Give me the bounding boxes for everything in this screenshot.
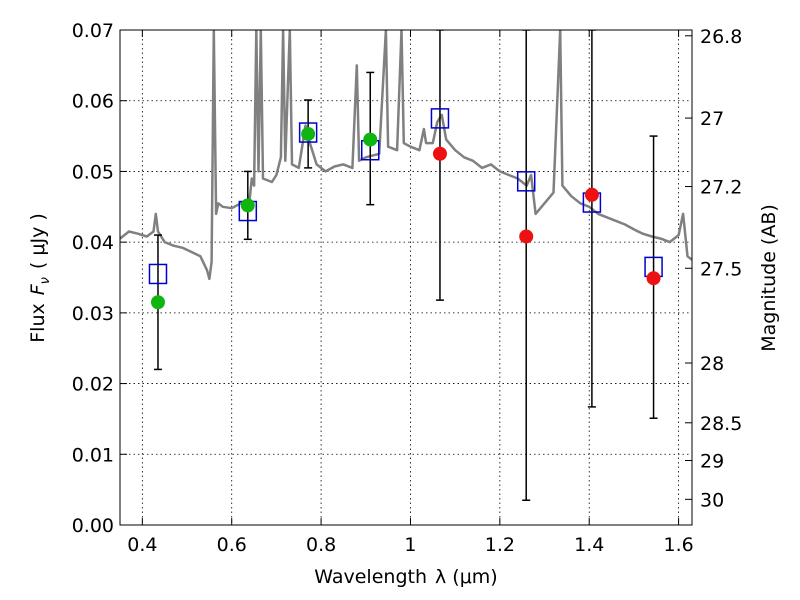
sed-model-curve: [120, 30, 692, 281]
y2-tick-label: 26.8: [700, 26, 742, 48]
y-axis-title: Flux Fν ( μJy ): [27, 213, 53, 343]
y2-tick-label: 27: [700, 108, 724, 130]
y2-tick-label: 27.2: [700, 177, 742, 199]
observed-point-green: [150, 295, 165, 310]
observed-point-green: [240, 198, 255, 213]
x-tick-label: 1: [404, 534, 416, 556]
observed-point-red: [519, 229, 534, 244]
sed-model-layer: [120, 30, 692, 281]
data-point-layer: [148, 108, 663, 310]
y-tick-label: 0.01: [72, 444, 114, 466]
y-axis-title-subscript: ν: [38, 277, 53, 284]
x-tick-label: 0.4: [127, 534, 157, 556]
right-axis-title: Magnitude (AB): [758, 204, 780, 352]
y-tick-label: 0.04: [72, 232, 114, 254]
x-tick-label: 0.8: [306, 534, 336, 556]
x-tick-label: 1.6: [663, 534, 693, 556]
y-tick-label: 0.03: [72, 303, 114, 325]
model-photometry-square: [516, 171, 536, 192]
y-tick-label: 0.05: [72, 161, 114, 183]
y-tick-label: 0.07: [72, 20, 114, 42]
x-tick-label: 0.6: [217, 534, 247, 556]
y2-tick-label: 27.5: [700, 258, 742, 280]
observed-point-green: [363, 132, 378, 147]
y-axis-title-unit: ( μJy ): [27, 213, 49, 269]
y2-tick-label: 28: [700, 353, 724, 375]
y2-tick-label: 29: [700, 451, 724, 473]
plot-frame: [119, 29, 693, 526]
model-photometry-square: [148, 263, 168, 285]
observed-point-green: [301, 126, 316, 141]
observed-point-red: [584, 187, 599, 202]
grid: [120, 29, 692, 526]
x-axis-title-text: Wavelength: [314, 566, 427, 588]
observed-point-red: [432, 146, 447, 161]
y2-tick-label: 28.5: [700, 413, 742, 435]
y-axis-title-text: Flux: [27, 303, 49, 343]
x-axis-title-math: λ (μm): [435, 566, 498, 588]
y-tick-label: 0.02: [72, 374, 114, 396]
y-axis-title-math: F: [27, 283, 49, 295]
observed-point-red: [646, 271, 661, 286]
x-axis-title: Wavelength λ (μm): [314, 566, 497, 588]
model-photometry-square: [430, 108, 450, 129]
model-photometry-square: [298, 122, 318, 143]
y-tick-label: 0.00: [72, 515, 114, 537]
x-tick-label: 1.4: [574, 534, 604, 556]
y-tick-label: 0.06: [72, 91, 114, 113]
tick-layer: 0.4 0.6 0.8 1 1.2 1.4 1.6 0.00 0.01 0.02 0.03 0.04 0…: [72, 20, 743, 556]
error-bar-layer: [153, 30, 658, 501]
x-tick-label: 1.2: [485, 534, 515, 556]
y2-tick-label: 30: [700, 489, 724, 511]
